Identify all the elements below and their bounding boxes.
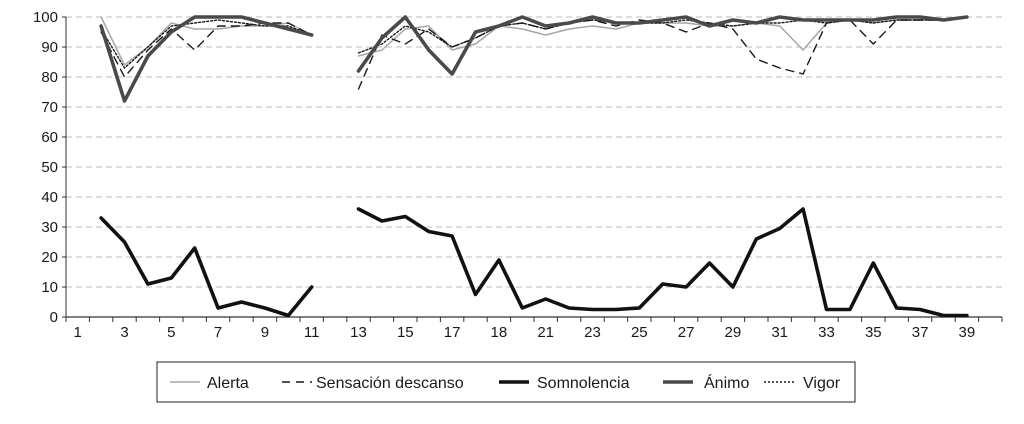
series-line-0: [100, 16, 313, 66]
x-tick-label: 13: [350, 324, 367, 341]
y-tick-label: 90: [41, 39, 58, 56]
series-line-3: [356, 15, 969, 76]
x-tick-label: 27: [678, 324, 695, 341]
x-tick-label: 31: [771, 324, 788, 341]
legend-label: Sensación descanso: [316, 375, 464, 392]
y-tick-label: 10: [41, 279, 58, 296]
y-tick-label: 20: [41, 249, 58, 266]
x-tick-label: 29: [725, 324, 742, 341]
legend: Alerta Sensación descanso Somnolencia Ánimo…: [156, 361, 856, 403]
x-tick-label: 15: [397, 324, 414, 341]
x-tick-label: 9: [261, 324, 269, 341]
series-line-2: [99, 216, 314, 318]
x-tick-label: 35: [865, 324, 882, 341]
series-line-1: [100, 22, 313, 78]
series-line-1: [357, 16, 968, 90]
x-tick-label: 11: [304, 324, 320, 341]
x-tick-label: 37: [912, 324, 929, 341]
x-tick-label: 5: [167, 324, 175, 341]
x-tick-label: 39: [959, 324, 976, 341]
x-tick-label: 17: [444, 324, 461, 341]
legend-label: Somnolencia: [537, 375, 630, 392]
x-tick-label: 21: [537, 324, 554, 341]
series-lines: [99, 15, 969, 318]
y-tick-label: 60: [41, 129, 58, 146]
y-tick-label: 100: [33, 9, 58, 26]
y-tick-label: 30: [41, 219, 58, 236]
gridlines: [66, 16, 1002, 288]
legend-label: Ánimo: [704, 373, 749, 392]
x-tick-label: 18: [491, 324, 508, 341]
x-tick-label: 25: [631, 324, 648, 341]
legend-label: Vigor: [803, 375, 841, 392]
y-tick-label: 50: [41, 159, 58, 176]
y-tick-label: 0: [50, 309, 58, 326]
x-tick-label: 23: [584, 324, 601, 341]
legend-label: Alerta: [207, 375, 249, 392]
x-tick-label: 7: [214, 324, 222, 341]
series-line-4: [357, 16, 968, 54]
x-tick-label: 33: [818, 324, 835, 341]
x-tick-label: 1: [74, 324, 82, 341]
x-tick-label: 3: [120, 324, 128, 341]
y-tick-label: 70: [41, 99, 58, 116]
y-tick-label: 80: [41, 69, 58, 86]
y-tick-label: 40: [41, 189, 58, 206]
series-line-2: [356, 207, 969, 318]
series-line-3: [99, 15, 314, 103]
